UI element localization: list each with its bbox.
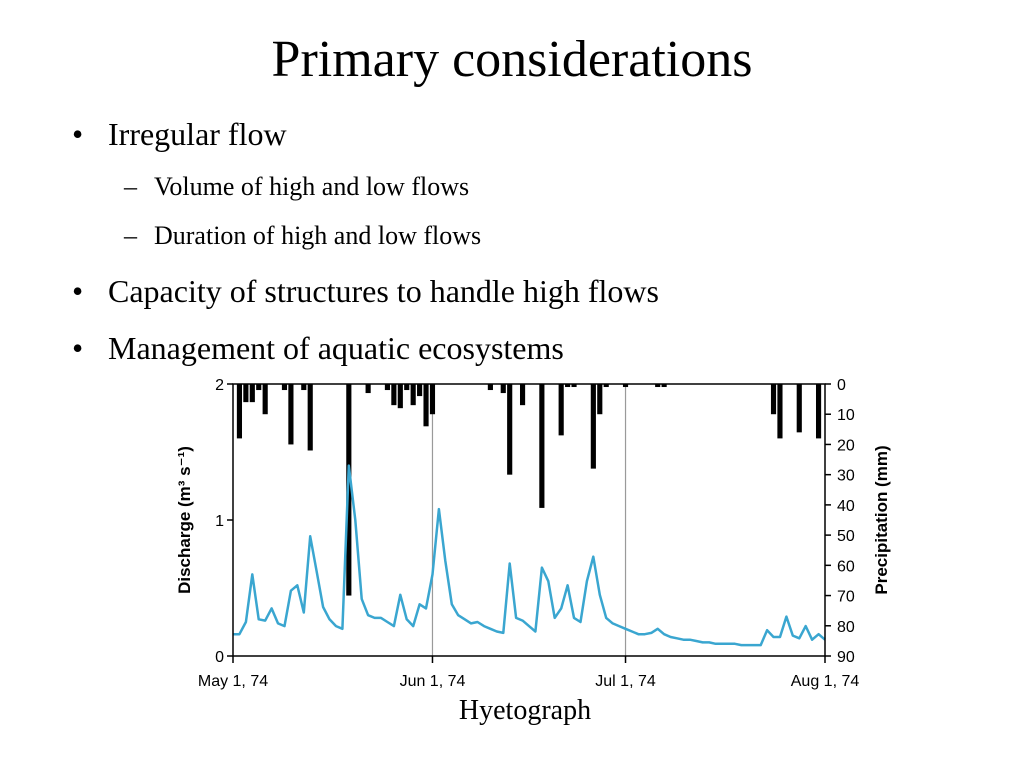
precipitation-bar [507, 384, 513, 475]
y2-tick-label: 30 [837, 468, 855, 485]
precipitation-bar [571, 384, 577, 388]
precipitation-bar [256, 384, 262, 391]
precipitation-bar [796, 384, 802, 433]
bullet-item: • Capacity of structures to handle high f… [72, 271, 659, 311]
precipitation-bar [661, 384, 667, 388]
y2-tick-label: 60 [837, 558, 855, 575]
y2-tick-label: 80 [837, 619, 855, 636]
precipitation-bar [622, 384, 629, 388]
precipitation-bars [236, 384, 822, 596]
precipitation-bar [590, 384, 596, 469]
precipitation-bar [770, 384, 777, 415]
discharge-line [233, 464, 826, 647]
sub-bullet-item: – Duration of high and low flows [124, 220, 481, 252]
y-tick-label: 0 [215, 649, 224, 666]
dash-icon: – [124, 172, 137, 201]
precipitation-bar [397, 384, 403, 409]
bullet-item: • Irregular flow [72, 114, 287, 154]
bullet-text: Capacity of structures to handle high fl… [108, 273, 659, 309]
sub-bullet-text: Duration of high and low flows [154, 221, 482, 250]
precipitation-bar [597, 384, 603, 415]
precipitation-bar [307, 384, 313, 451]
precipitation-bar [487, 384, 493, 391]
discharge-series-line [233, 464, 826, 647]
precipitation-bar [391, 384, 397, 406]
sub-bullet-item: – Volume of high and low flows [124, 171, 469, 203]
precipitation-bar [565, 384, 571, 388]
x-tick-label: Jul 1, 74 [595, 673, 656, 690]
precipitation-bar [301, 384, 307, 391]
y2-tick-label: 40 [837, 498, 855, 515]
date-guides [431, 384, 627, 656]
y-tick-label: 2 [215, 377, 224, 394]
precipitation-bar [539, 384, 545, 508]
precipitation-bar [249, 384, 255, 403]
precipitation-bar [423, 384, 429, 427]
slide-title: Primary considerations [271, 31, 753, 88]
bullet-item: • Management of aquatic ecosystems [72, 328, 564, 368]
precipitation-bar [558, 384, 564, 436]
x-tick-label: Jun 1, 74 [400, 673, 466, 690]
bullet-text: Irregular flow [108, 116, 287, 152]
precipitation-bar [384, 384, 391, 391]
y2-tick-label: 0 [837, 377, 846, 394]
y2-tick-label: 50 [837, 528, 855, 545]
x-tick-label: May 1, 74 [198, 673, 268, 690]
y-tick-label: 1 [215, 513, 224, 530]
x-tick-label: Aug 1, 74 [791, 673, 860, 690]
precipitation-bar [281, 384, 288, 391]
precipitation-bar [500, 384, 506, 394]
precipitation-bar [404, 384, 410, 391]
precipitation-bar [262, 384, 268, 415]
precipitation-bar [288, 384, 294, 445]
sub-bullet-text: Volume of high and low flows [154, 172, 470, 201]
precipitation-bar [365, 384, 371, 394]
bullet-dot-icon: • [72, 273, 84, 309]
precipitation-bar [417, 384, 423, 397]
dash-icon: – [124, 221, 137, 250]
precipitation-bar [777, 384, 783, 439]
precipitation-bar [243, 384, 249, 403]
precipitation-bar [603, 384, 609, 388]
precipitation-bar [410, 384, 416, 406]
precipitation-bar [519, 384, 526, 406]
y2-axis-label: Precipitation (mm) [872, 445, 891, 594]
bullet-text: Management of aquatic ecosystems [108, 330, 564, 366]
bullet-dot-icon: • [72, 116, 84, 152]
chart-caption: Hyetograph [458, 695, 592, 726]
y2-tick-label: 10 [837, 407, 855, 424]
bullet-dot-icon: • [72, 330, 84, 366]
plot-frame [232, 383, 826, 657]
y2-tick-label: 70 [837, 589, 855, 606]
precipitation-bar [236, 384, 243, 439]
precipitation-bar [815, 384, 822, 439]
precipitation-bar [655, 384, 661, 388]
y-axis-label: Discharge (m³ s⁻¹) [175, 446, 194, 594]
y2-tick-label: 90 [837, 649, 855, 666]
precipitation-bar [429, 384, 436, 415]
y2-tick-label: 20 [837, 437, 855, 454]
